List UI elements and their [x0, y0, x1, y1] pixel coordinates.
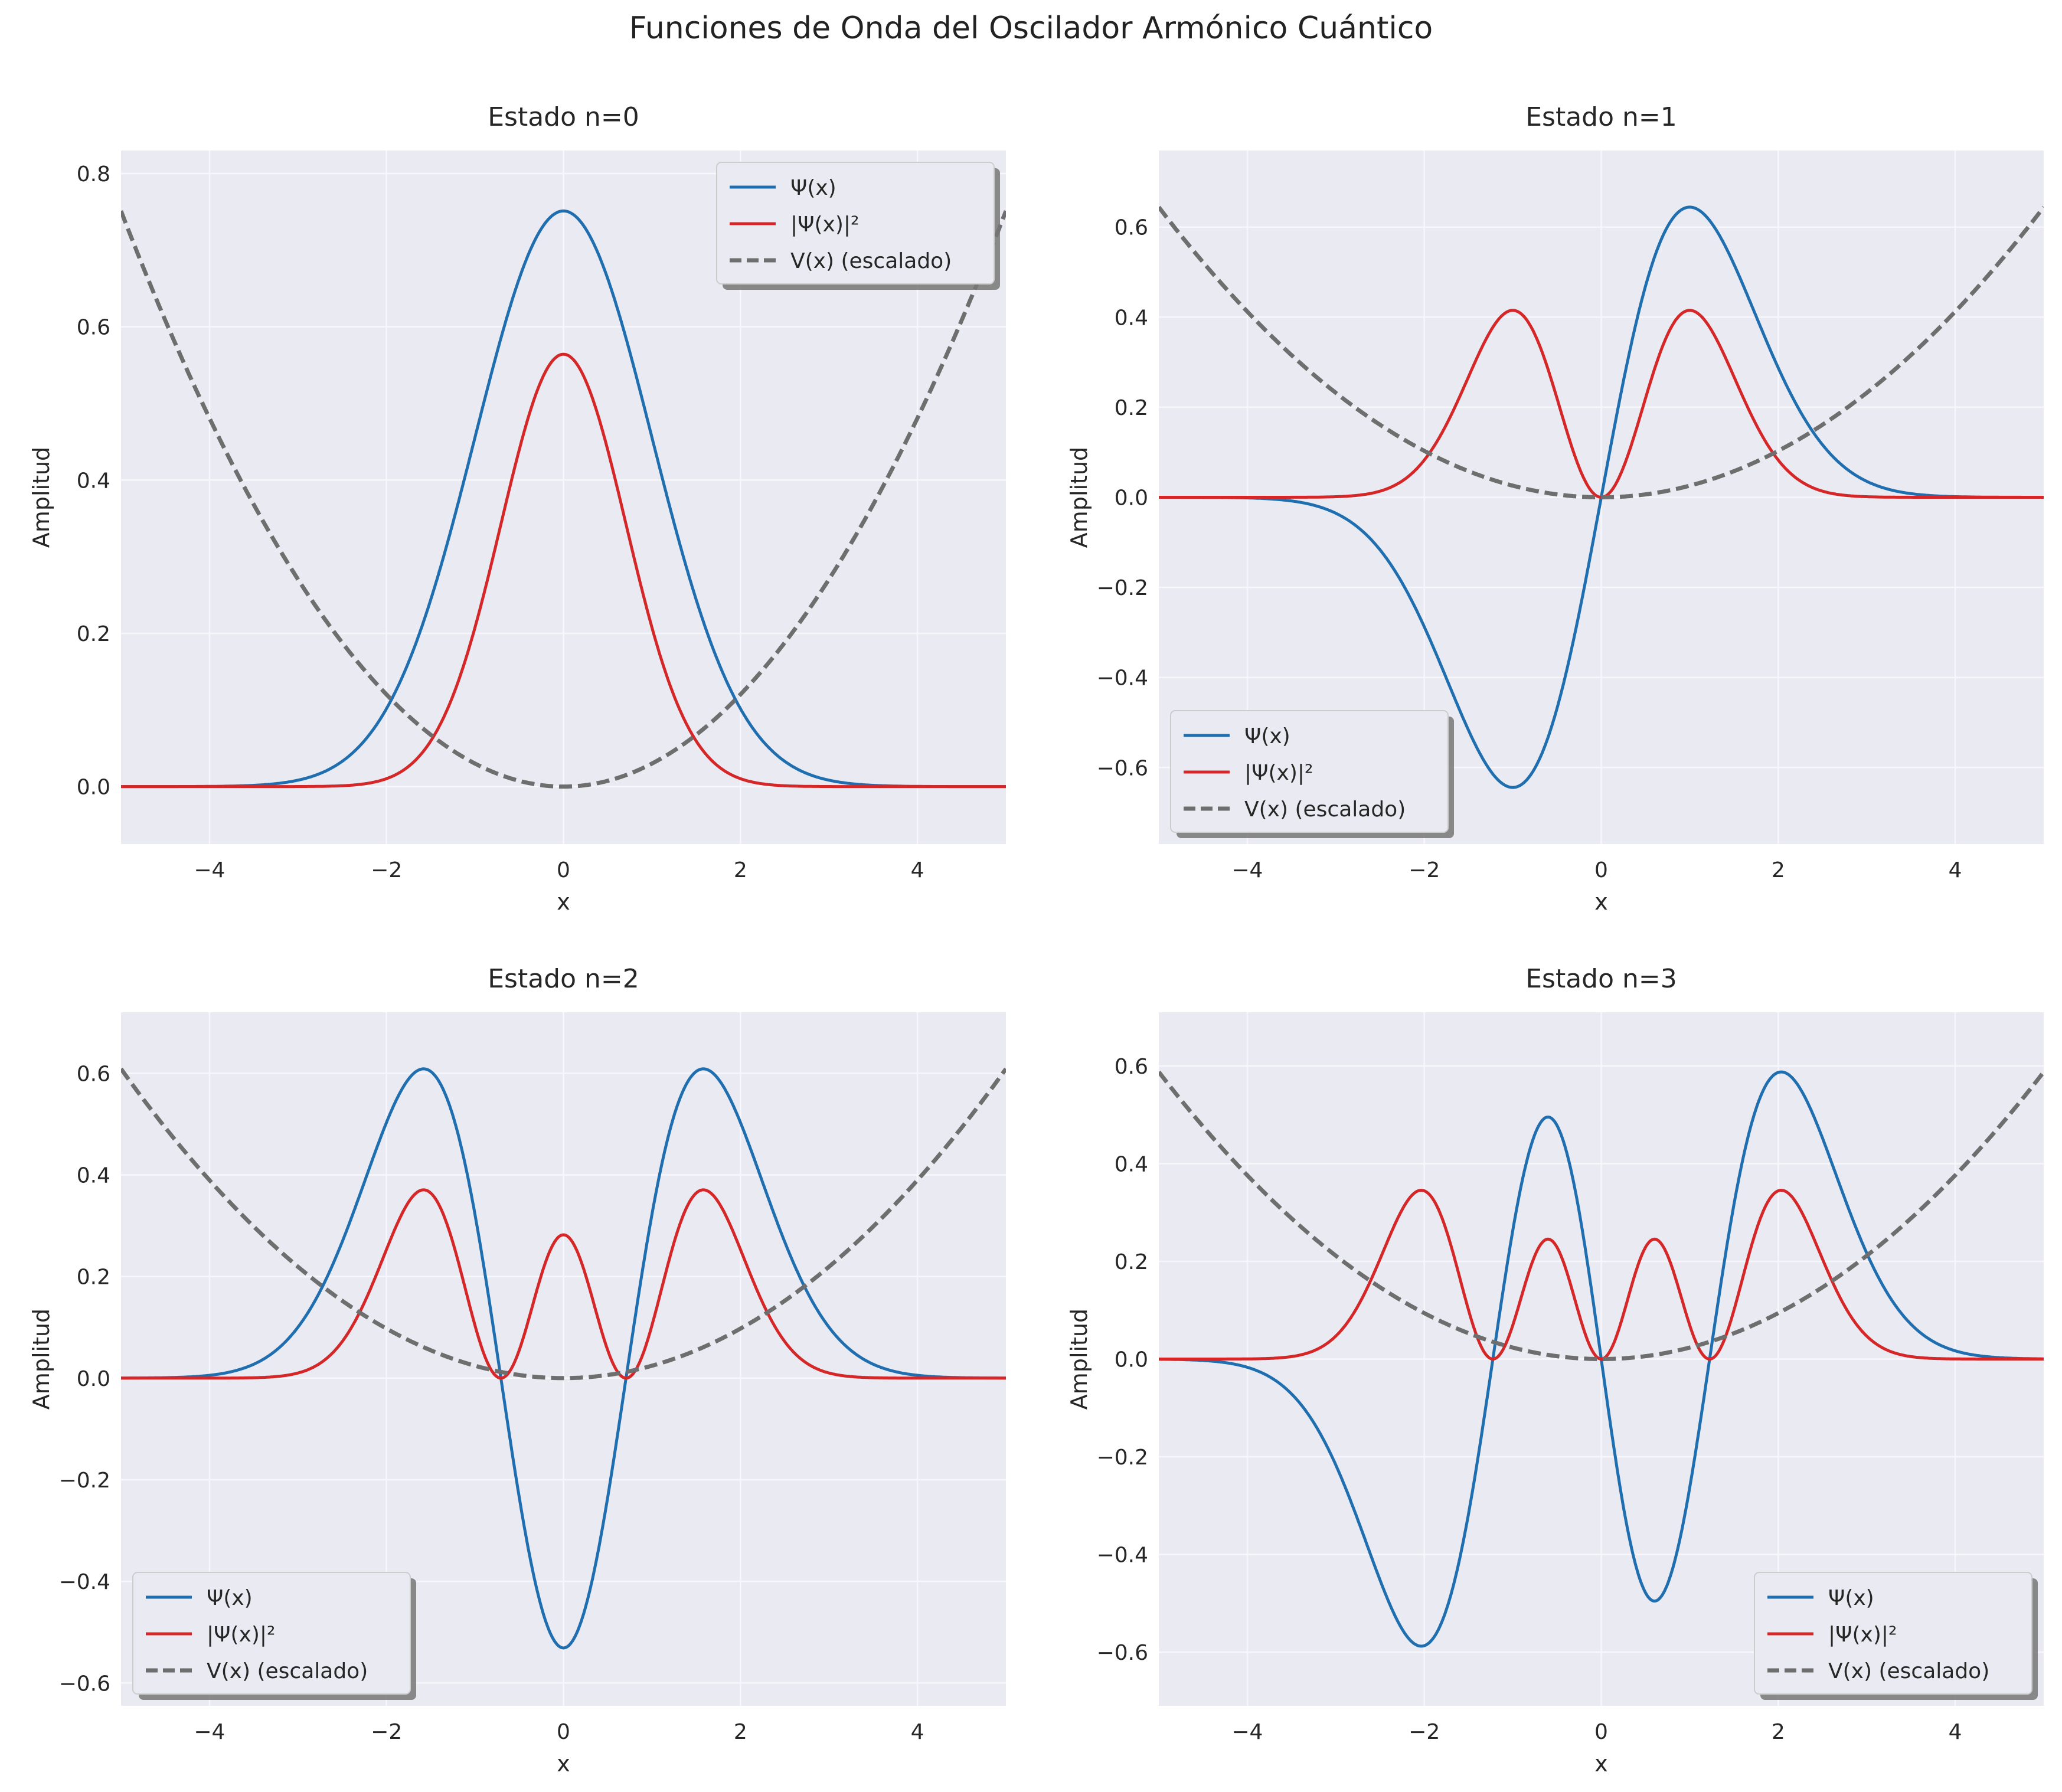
figure-title: Funciones de Onda del Oscilador Armónico… [629, 11, 1433, 46]
y-tick-label: −0.2 [59, 1469, 110, 1493]
y-axis-label: Amplitud [1066, 1309, 1092, 1410]
subplot-title: Estado n=1 [1525, 102, 1677, 132]
x-tick-label: 0 [1594, 1720, 1608, 1744]
y-tick-label: 0.2 [1115, 396, 1148, 420]
y-tick-label: −0.4 [59, 1570, 110, 1594]
y-axis-label: Amplitud [28, 447, 54, 548]
potential-line [1159, 1070, 2044, 1361]
x-axis-label: x [1594, 1751, 1608, 1777]
potential-line [121, 1067, 1006, 1381]
x-tick-label: −4 [194, 1720, 225, 1744]
x-tick-label: −2 [1409, 1720, 1440, 1744]
y-tick-label: −0.4 [1097, 1543, 1148, 1567]
legend-box [1170, 710, 1449, 833]
legend-potential-label: V(x) (escalado) [1244, 797, 1406, 822]
y-tick-label: −0.2 [1097, 576, 1148, 600]
y-tick-label: −0.6 [59, 1672, 110, 1696]
legend: Ψ(x) |Ψ(x)|² V(x) (escalado) [1170, 710, 1454, 838]
x-tick-label: −2 [371, 858, 402, 882]
y-tick-label: 0.0 [77, 776, 110, 800]
y-tick-label: 0.2 [77, 1265, 110, 1290]
x-tick-label: −2 [371, 1720, 402, 1744]
x-tick-label: 2 [1772, 1720, 1785, 1744]
y-tick-label: −0.6 [1097, 1641, 1148, 1665]
y-tick-label: −0.6 [1097, 756, 1148, 780]
legend-psi-label: Ψ(x) [207, 1586, 253, 1610]
x-tick-label: 4 [1949, 1720, 1962, 1744]
psi-line [121, 209, 1006, 789]
x-tick-label: 4 [911, 1720, 924, 1744]
legend-potential-label: V(x) (escalado) [207, 1659, 368, 1683]
y-tick-label: −0.4 [1097, 666, 1148, 691]
potential-line [1159, 205, 2044, 499]
x-tick-label: 2 [734, 858, 747, 882]
y-tick-label: 0.0 [77, 1367, 110, 1391]
subplot-title: Estado n=2 [488, 964, 639, 994]
x-tick-label: −4 [1231, 1720, 1263, 1744]
x-axis-label: x [1594, 889, 1608, 915]
y-axis-label: Amplitud [28, 1309, 54, 1410]
x-axis-label: x [557, 889, 570, 915]
legend: Ψ(x) |Ψ(x)|² V(x) (escalado) [716, 162, 1000, 290]
y-tick-label: 0.4 [1115, 306, 1148, 330]
subplot-n3: −4 −2 0 2 4 −0.6 −0.4 −0.2 0.0 0.2 0.4 0.6 Estado n=… [1066, 964, 2044, 1777]
y-tick-label: −0.2 [1097, 1446, 1148, 1470]
x-tick-label: 0 [557, 1720, 570, 1744]
x-tick-label: 4 [1949, 858, 1962, 882]
legend-potential-label: V(x) (escalado) [1828, 1659, 1989, 1683]
x-tick-label: −4 [194, 858, 225, 882]
subplot-n2: −4 −2 0 2 4 −0.6 −0.4 −0.2 0.0 0.2 0.4 0.6 Estado n=… [28, 964, 1006, 1777]
probability-line [121, 1188, 1006, 1380]
legend: Ψ(x) |Ψ(x)|² V(x) (escalado) [132, 1572, 416, 1700]
y-tick-label: 0.6 [1115, 1055, 1148, 1079]
y-tick-label: 0.4 [77, 1163, 110, 1188]
x-tick-label: 0 [1594, 858, 1608, 882]
legend-probability-label: |Ψ(x)|² [207, 1623, 275, 1647]
legend-box [132, 1572, 411, 1695]
legend-potential-label: V(x) (escalado) [790, 249, 952, 273]
y-tick-label: 0.4 [77, 469, 110, 493]
legend-psi-label: Ψ(x) [1828, 1586, 1874, 1610]
psi-line [121, 1067, 1006, 1650]
y-tick-label: 0.6 [77, 316, 110, 340]
y-tick-label: 0.6 [77, 1062, 110, 1086]
legend-psi-label: Ψ(x) [1244, 724, 1290, 748]
x-tick-label: −4 [1231, 858, 1263, 882]
legend-probability-label: |Ψ(x)|² [790, 212, 859, 237]
legend-probability-label: |Ψ(x)|² [1828, 1623, 1897, 1647]
subplot-title: Estado n=0 [488, 102, 639, 132]
y-axis-label: Amplitud [1066, 447, 1092, 548]
y-tick-label: 0.8 [77, 162, 110, 187]
x-tick-label: 4 [911, 858, 924, 882]
x-axis-label: x [557, 1751, 570, 1777]
subplot-title: Estado n=3 [1525, 964, 1677, 994]
y-tick-label: 0.4 [1115, 1153, 1148, 1177]
legend: Ψ(x) |Ψ(x)|² V(x) (escalado) [1754, 1572, 2038, 1700]
x-tick-label: 2 [734, 1720, 747, 1744]
x-tick-label: −2 [1409, 858, 1440, 882]
legend-box [716, 162, 995, 285]
x-tick-label: 0 [557, 858, 570, 882]
legend-box [1754, 1572, 2032, 1695]
probability-line [1159, 1188, 2044, 1361]
probability-line [121, 352, 1006, 789]
subplot-n1: −4 −2 0 2 4 −0.6 −0.4 −0.2 0.0 0.2 0.4 0.6 Estado n=… [1066, 102, 2044, 915]
y-tick-label: 0.0 [1115, 486, 1148, 511]
legend-probability-label: |Ψ(x)|² [1244, 761, 1313, 785]
legend-psi-label: Ψ(x) [790, 176, 836, 200]
y-tick-label: 0.2 [1115, 1250, 1148, 1274]
subplot-n0: −4 −2 0 2 4 0.0 0.2 0.4 0.6 0.8 Estado n=0 x Amplitu… [28, 102, 1006, 915]
y-tick-label: 0.6 [1115, 216, 1148, 240]
y-tick-label: 0.0 [1115, 1348, 1148, 1372]
x-tick-label: 2 [1772, 858, 1785, 882]
y-tick-label: 0.2 [77, 622, 110, 646]
potential-line [121, 210, 1006, 789]
